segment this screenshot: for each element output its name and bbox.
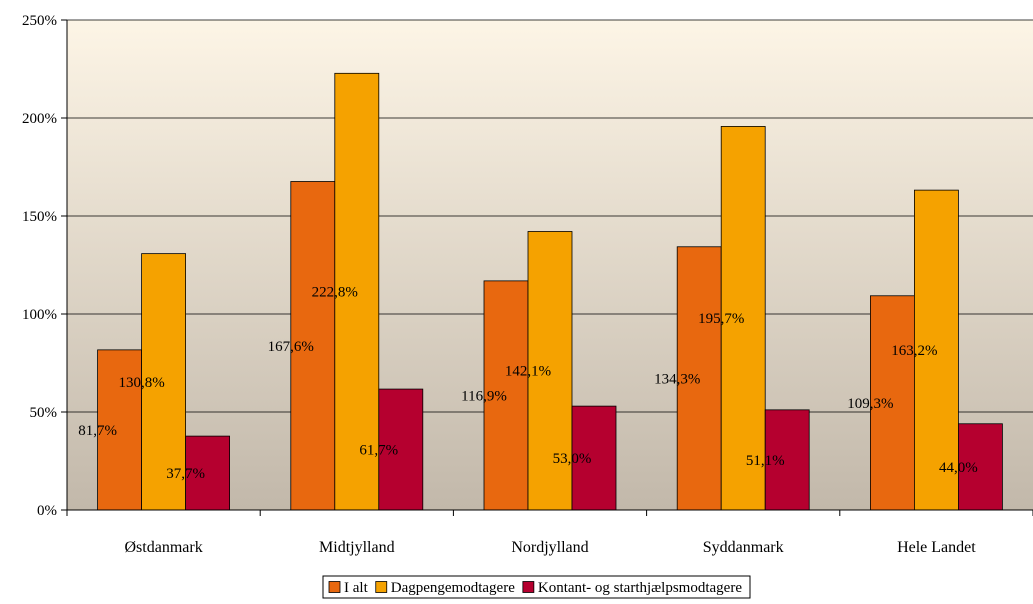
legend-label: Dagpengemodtagere [391,580,515,596]
axes: 0% 50% 100% 150% 200% 250% Østdanmark Midtjylla… [22,13,1033,556]
x-category-label: Østdanmark [124,539,202,556]
data-labels: 81,7% 130,8% 37,7% 167,6% 222,8% 61,7% 116,9% 1… [78,285,978,482]
legend-label: Kontant- og starthjælpsmodtagere [538,580,742,596]
legend-label: I alt [344,580,369,596]
data-label: 163,2% [891,343,937,359]
data-label: 61,7% [359,443,398,459]
bar [527,231,573,511]
bar [764,409,810,511]
y-tick-label: 0% [37,503,57,519]
data-label: 116,9% [461,388,507,404]
y-tick-label: 50% [30,405,58,421]
data-label: 109,3% [847,396,893,412]
y-tick-label: 250% [22,13,57,29]
bar [97,349,142,511]
legend-box [322,575,751,599]
legend-swatch [522,581,535,593]
x-category-label: Hele Landet [897,539,976,556]
data-label: 134,3% [654,371,700,387]
data-label: 37,7% [166,466,205,482]
bars [97,72,1003,511]
bar [334,72,380,511]
data-label: 81,7% [78,423,117,439]
data-label: 130,8% [118,375,164,391]
bar [870,295,915,511]
data-label: 142,1% [505,364,551,380]
x-category-label: Midtjylland [319,539,395,556]
bar [720,126,766,511]
data-label: 51,1% [746,453,785,469]
y-tick-label: 150% [22,209,57,225]
bar [914,189,959,511]
data-label: 222,8% [312,285,358,301]
data-label: 167,6% [268,339,314,355]
data-label: 44,0% [939,460,978,476]
legend-swatch [375,581,388,593]
x-category-label: Nordjylland [511,539,588,556]
bar [483,280,529,511]
data-label: 195,7% [698,311,744,327]
bar [958,423,1003,511]
legend: I alt Dagpengemodtagere Kontant- og starth… [322,575,751,599]
y-tick-label: 200% [22,111,57,127]
legend-swatch [328,581,341,593]
x-category-label: Syddanmark [703,539,784,556]
bar [141,253,187,511]
y-tick-label: 100% [22,307,57,323]
bar [185,435,231,511]
bar [378,388,424,511]
data-label: 53,0% [553,451,592,467]
